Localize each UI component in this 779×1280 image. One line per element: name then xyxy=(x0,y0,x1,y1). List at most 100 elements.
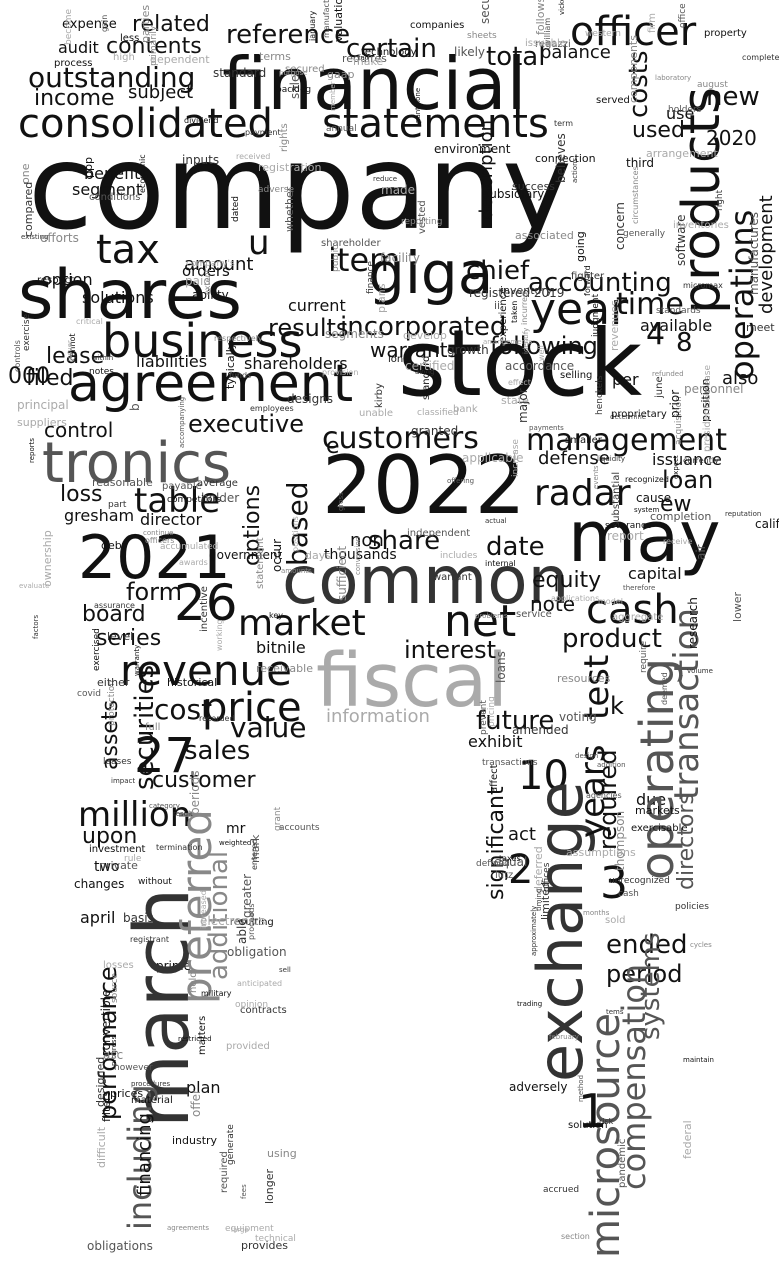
word-small: asc xyxy=(103,1048,124,1062)
word-small: granted xyxy=(411,424,459,438)
word-small: cycles xyxy=(690,941,712,949)
word-april: april xyxy=(80,908,116,927)
word-small: employees xyxy=(250,404,294,413)
word-audit: audit xyxy=(58,38,99,57)
word-small: designs xyxy=(287,392,334,406)
word-small: june xyxy=(654,376,665,398)
word-used: used xyxy=(632,118,685,143)
word-subject: subject xyxy=(128,82,194,103)
word-small: extent xyxy=(203,269,212,295)
word-small: electronics xyxy=(200,914,266,928)
word-1: 1 xyxy=(578,1084,608,1138)
word-small: historical xyxy=(167,676,218,689)
word-small: believes xyxy=(554,133,568,183)
word-small: california xyxy=(755,517,779,531)
word-small: without xyxy=(138,877,172,887)
word-small: report xyxy=(607,529,644,543)
word-defense: defense xyxy=(538,448,610,469)
word-small: bank xyxy=(453,404,478,415)
word-small: termination xyxy=(156,843,203,852)
word-reference: reference xyxy=(226,20,351,50)
word-small: accompanying xyxy=(178,396,186,448)
word-small: debt xyxy=(101,539,127,552)
word-small: grant xyxy=(273,806,283,831)
word-small: internal xyxy=(485,559,516,568)
word-small: events xyxy=(592,465,600,489)
word-related: related xyxy=(132,12,210,37)
word-small: third xyxy=(626,156,654,170)
word-small: government xyxy=(209,548,283,562)
word-customers: customers xyxy=(322,421,479,456)
word-small: competitors xyxy=(167,495,221,505)
word-small: february xyxy=(549,1033,579,1041)
word-small: standard xyxy=(213,66,267,80)
word-loss: loss xyxy=(60,482,103,507)
word-tronics: tronics xyxy=(42,431,232,496)
word-following: following xyxy=(490,332,598,360)
word-small: section xyxy=(561,1232,590,1241)
word-small: connection xyxy=(535,152,596,165)
word-small: increase xyxy=(511,439,521,477)
word-use: use xyxy=(666,104,695,123)
word-small: gaap xyxy=(327,68,355,81)
word-small: make xyxy=(353,55,384,68)
word-orders: orders xyxy=(182,262,230,280)
word-small: classified xyxy=(417,408,459,418)
word-small: conversion xyxy=(354,536,362,575)
word-small: shareholder xyxy=(321,238,381,249)
word-small: expect xyxy=(672,455,680,479)
word-small: anticipated xyxy=(237,979,283,988)
word-small: holders xyxy=(668,105,702,115)
word-capital: capital xyxy=(628,564,682,583)
word-small: result xyxy=(173,810,193,818)
word-liabilities: liabilities xyxy=(136,352,208,371)
word-control: control xyxy=(44,418,114,442)
word-small: covid xyxy=(77,689,101,699)
word-changes: changes xyxy=(74,877,125,891)
word-small: fighter xyxy=(571,271,605,282)
word-small: substantial xyxy=(611,471,622,527)
word-small: weighted xyxy=(219,839,252,847)
word-small: includes xyxy=(440,551,478,561)
word-common: common xyxy=(282,542,570,619)
word-small: principal xyxy=(17,398,69,412)
word-non: non xyxy=(350,530,384,551)
word-small: service xyxy=(516,609,552,620)
word-small: maintain xyxy=(683,1056,714,1064)
word-small: officers xyxy=(145,536,175,545)
word-small: respectively xyxy=(214,334,263,343)
word-small: losses xyxy=(103,960,134,971)
word-3: 3 xyxy=(600,858,628,909)
word-outstanding: outstanding xyxy=(28,61,196,94)
word-small: property xyxy=(704,28,747,39)
word-small: resources xyxy=(557,672,611,685)
word-small: henckels xyxy=(595,375,605,415)
word-small: fees xyxy=(240,1184,248,1199)
word-small: security xyxy=(478,0,492,24)
word-small: offering xyxy=(447,477,475,485)
word-small: inventories xyxy=(673,220,729,231)
word-small: rights xyxy=(279,123,290,152)
word-small: prior xyxy=(668,389,682,418)
word-small: registrant xyxy=(130,935,170,944)
word-prime: prime xyxy=(156,959,191,973)
word-small: using xyxy=(267,1147,297,1160)
word-small: aggregate xyxy=(612,612,664,623)
word-revenue: revenue xyxy=(120,646,292,695)
word-time: time xyxy=(616,287,684,322)
word-small: difficult xyxy=(95,1126,108,1168)
word-small: completed xyxy=(742,53,779,62)
word-small: greater xyxy=(240,873,254,918)
word-small: however xyxy=(114,1063,153,1073)
word-share: share xyxy=(368,526,441,556)
word-series: series xyxy=(96,626,162,651)
word-warrants: warrants xyxy=(370,338,458,362)
word-small: technology xyxy=(361,47,417,58)
word-000: 000 xyxy=(8,364,50,389)
word-small: become xyxy=(64,8,74,45)
word-small: evaluate xyxy=(19,582,50,590)
word-small: requires xyxy=(342,52,387,65)
word-small: system xyxy=(634,506,660,514)
word-small: statement xyxy=(255,537,266,589)
word-radar: radar xyxy=(534,473,631,514)
